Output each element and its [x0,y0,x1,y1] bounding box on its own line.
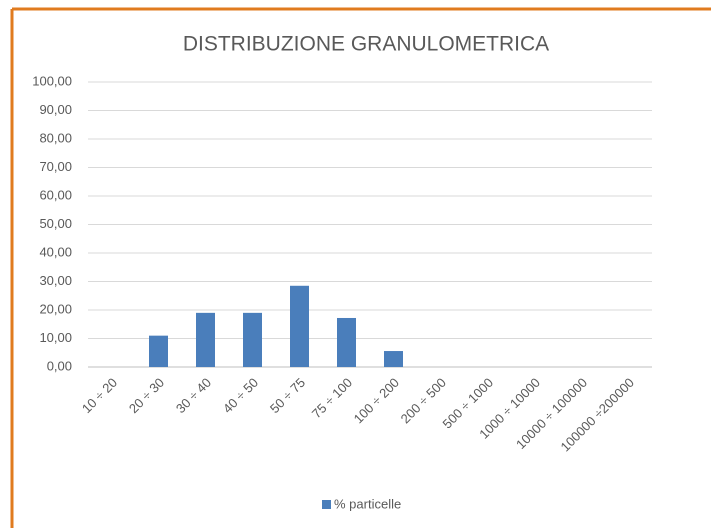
y-tick-label: 30,00 [39,273,72,288]
bar [384,351,403,367]
bar [337,317,356,367]
y-tick-label: 0,00 [47,358,72,373]
legend-swatch [322,500,331,509]
bar [149,335,168,367]
y-tick-label: 60,00 [39,187,72,202]
y-tick-label: 90,00 [39,102,72,117]
y-tick-label: 70,00 [39,159,72,174]
legend-label: % particelle [334,496,401,511]
bar [290,285,309,367]
y-tick-label: 10,00 [39,330,72,345]
y-tick-label: 50,00 [39,216,72,231]
chart-title: DISTRIBUZIONE GRANULOMETRICA [183,33,549,56]
y-tick-label: 40,00 [39,244,72,259]
y-tick-label: 20,00 [39,301,72,316]
y-tick-label: 80,00 [39,130,72,145]
bar [196,312,215,367]
bar [243,312,262,367]
y-tick-label: 100,00 [32,73,72,88]
